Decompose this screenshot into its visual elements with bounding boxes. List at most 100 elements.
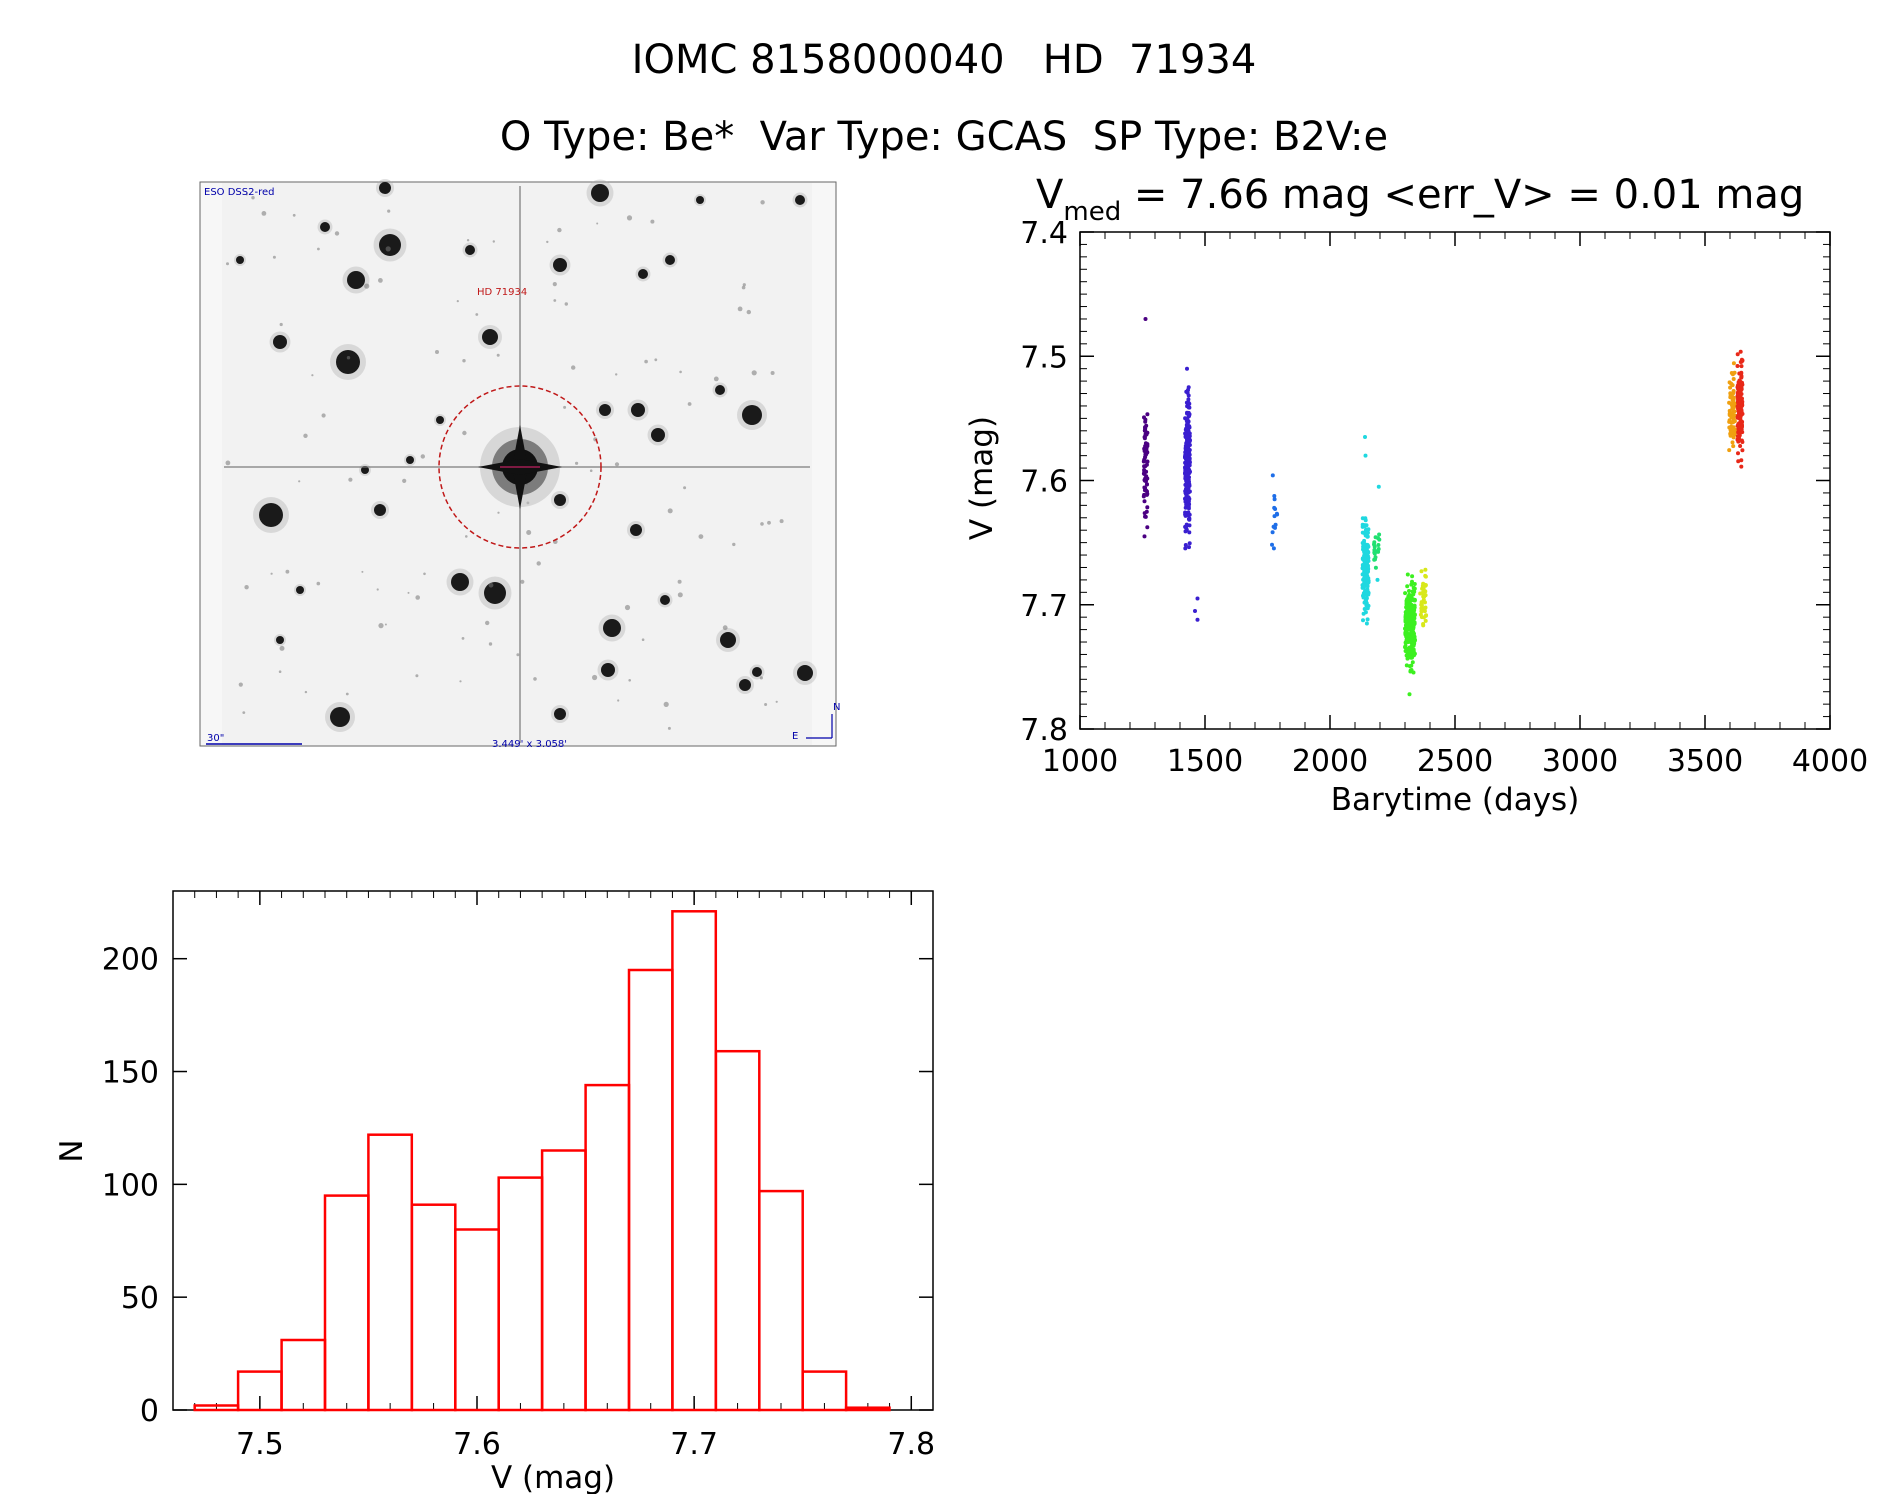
y-tick-label: 0 (140, 1394, 159, 1429)
faint-star (626, 215, 633, 221)
light-curve-point (1732, 409, 1737, 414)
light-curve-point (1360, 557, 1365, 561)
faint-star (378, 278, 383, 283)
light-curve-point (1366, 544, 1371, 549)
light-curve-point (1366, 569, 1370, 574)
faint-star (564, 302, 568, 306)
faint-star (546, 240, 549, 244)
light-curve-point (1183, 469, 1188, 474)
light-curve-point (1141, 459, 1146, 464)
light-curve-point (1184, 479, 1189, 484)
faint-star (402, 478, 407, 483)
compass: N E (792, 702, 840, 742)
faint-star (415, 674, 419, 678)
faint-star (654, 358, 658, 362)
light-curve-point (1738, 382, 1743, 387)
light-curve-point (1407, 627, 1411, 631)
light-curve-point (1145, 505, 1150, 510)
light-curve-point (1404, 618, 1409, 623)
field-star (379, 182, 391, 194)
light-curve-point (1364, 621, 1369, 626)
light-curve-point (1727, 425, 1732, 430)
y-tick-label: 150 (102, 1056, 159, 1091)
faint-star (278, 670, 282, 673)
faint-star (760, 200, 765, 205)
light-curve-xlabel: Barytime (days) (1331, 782, 1580, 818)
light-curve-point (1364, 527, 1369, 532)
faint-star (407, 591, 410, 594)
light-curve-point (1142, 534, 1147, 539)
faint-star (575, 461, 579, 465)
light-curve-title-rest: = 7.66 mag <err_V> = 0.01 mag (1121, 172, 1804, 218)
faint-star (387, 209, 391, 213)
light-curve-point (1145, 412, 1150, 417)
light-curve-point (1403, 645, 1407, 650)
light-curve-point (1187, 523, 1192, 528)
faint-star (557, 227, 562, 233)
faint-star (552, 282, 557, 287)
faint-star (492, 240, 495, 243)
light-curve-point (1412, 582, 1417, 586)
light-curve-point (1411, 647, 1416, 652)
light-curve-point (1366, 550, 1371, 555)
faint-star (462, 359, 466, 363)
x-tick-label: 4000 (1792, 744, 1868, 779)
faint-star (775, 700, 778, 703)
light-curve-point (1372, 540, 1377, 545)
light-curve-point (1187, 457, 1192, 462)
field-star (665, 255, 675, 265)
light-curve-point (1187, 530, 1192, 535)
light-curve-point (1186, 397, 1191, 402)
light-curve-point (1411, 598, 1416, 603)
light-curve-point (1731, 398, 1736, 403)
finder-chart: ESO DSS2-red HD 71934 30" 3.449' x 3.058… (199, 179, 840, 750)
faint-star (732, 542, 736, 547)
field-star (651, 428, 665, 442)
light-curve-point (1727, 413, 1732, 417)
light-curve-point (1740, 403, 1745, 408)
light-curve-point (1185, 422, 1190, 427)
faint-star (628, 679, 631, 682)
light-curve-point (1184, 418, 1189, 423)
y-tick-label: 7.6 (1020, 465, 1068, 500)
faint-star (420, 454, 425, 459)
light-curve-point (1186, 498, 1191, 503)
field-star (660, 595, 670, 605)
field-star (330, 707, 350, 727)
field-star (599, 404, 611, 416)
field-star (739, 679, 751, 691)
light-curve-point (1409, 606, 1414, 610)
light-curve-point (1185, 434, 1190, 439)
light-curve-title: Vmed = 7.66 mag <err_V> = 0.01 mag (1036, 172, 1804, 227)
light-curve-point (1404, 663, 1409, 668)
faint-star (751, 370, 757, 376)
faint-star (767, 520, 771, 525)
light-curve-point (1186, 464, 1191, 469)
faint-star (516, 653, 520, 657)
light-curve-point (1731, 377, 1736, 381)
field-star (451, 573, 469, 591)
light-curve-point (1410, 660, 1415, 665)
field-star (638, 269, 648, 279)
light-curve-point (1423, 600, 1427, 605)
light-curve-point (1736, 428, 1741, 433)
light-curve-point (1731, 389, 1736, 393)
x-tick-label: 1000 (1042, 744, 1118, 779)
light-curve-point (1421, 587, 1426, 592)
field-star (336, 350, 360, 374)
light-curve-point (1376, 547, 1381, 551)
light-curve-point (1736, 451, 1740, 456)
light-curve-point (1187, 541, 1192, 546)
faint-star (435, 350, 439, 354)
light-curve-point (1730, 420, 1735, 425)
light-curve-point (1144, 488, 1149, 493)
x-tick-label: 1500 (1167, 744, 1243, 779)
faint-star (462, 430, 467, 436)
histogram-bar (844, 1406, 891, 1412)
light-curve-point (1362, 575, 1367, 580)
light-curve-point (1272, 505, 1277, 510)
light-curve-point (1422, 594, 1427, 599)
light-curve-point (1740, 440, 1745, 444)
light-curve-point (1272, 497, 1277, 502)
compass-east-label: E (792, 731, 798, 742)
